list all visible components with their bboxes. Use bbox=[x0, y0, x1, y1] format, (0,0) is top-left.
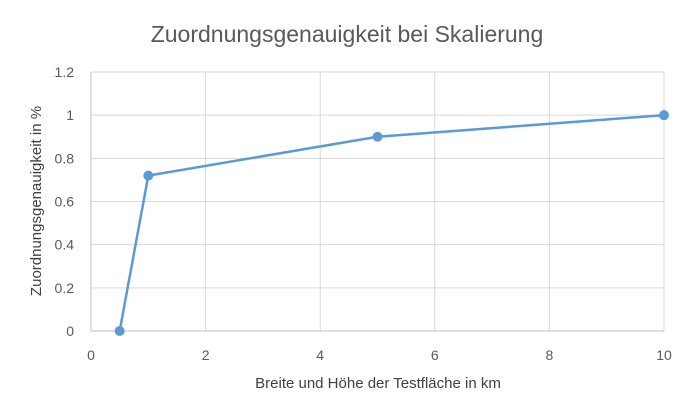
y-tick-label: 0 bbox=[66, 323, 74, 339]
data-point bbox=[372, 131, 383, 142]
axes bbox=[90, 72, 664, 332]
x-tick-label: 6 bbox=[431, 347, 439, 363]
x-tick-label: 8 bbox=[546, 347, 554, 363]
gridlines bbox=[91, 71, 665, 331]
x-tick-label: 0 bbox=[87, 347, 95, 363]
x-axis-title: Breite und Höhe der Testfläche in km bbox=[255, 375, 501, 392]
y-tick-label: 1.2 bbox=[55, 64, 75, 80]
y-tick-label: 0.6 bbox=[55, 194, 75, 210]
x-tick-label: 10 bbox=[656, 347, 672, 363]
y-tick-label: 1 bbox=[66, 107, 74, 123]
tick-labels: 0 0.2 0.4 0.6 0.8 1 1.2 0 2 4 6 8 10 bbox=[55, 64, 672, 363]
y-axis-title: Zuordnungsgenauigkeit in % bbox=[28, 106, 45, 296]
y-tick-label: 0.2 bbox=[55, 280, 75, 296]
data-point bbox=[114, 326, 125, 336]
chart-title: Zuordnungsgenauigkeit bei Skalierung bbox=[151, 21, 544, 47]
data-point bbox=[659, 110, 669, 121]
y-tick-label: 0.4 bbox=[55, 237, 75, 253]
x-tick-label: 4 bbox=[316, 347, 324, 363]
series-line bbox=[118, 113, 665, 332]
data-point bbox=[143, 170, 154, 181]
y-tick-label: 0.8 bbox=[55, 150, 75, 166]
series-layer bbox=[114, 110, 669, 336]
x-tick-label: 2 bbox=[202, 347, 210, 363]
